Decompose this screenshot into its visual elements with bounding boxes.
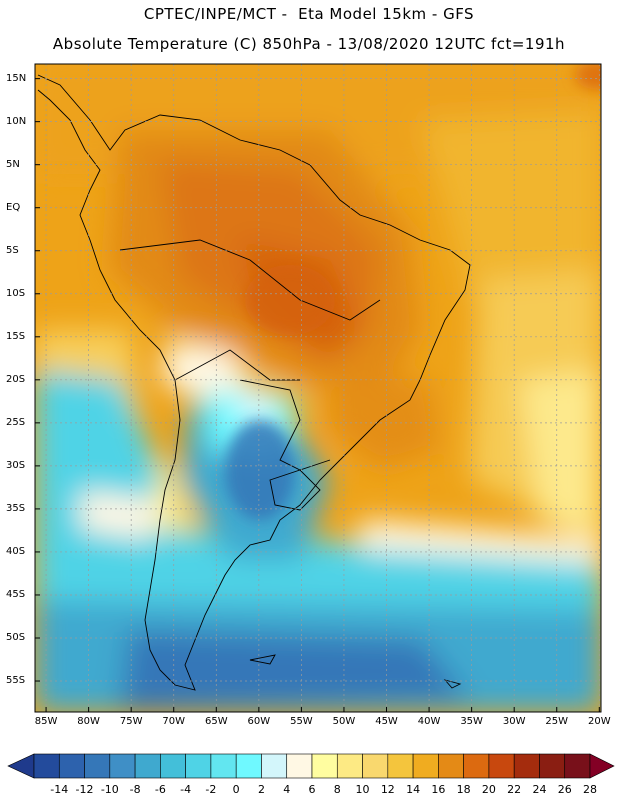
coastlines xyxy=(37,74,471,691)
colorbar-label: 26 xyxy=(557,783,572,796)
colorbar-label: 14 xyxy=(406,783,421,796)
colorbar-label: 2 xyxy=(257,783,265,796)
colorbar-box xyxy=(185,753,212,779)
colorbar-label: 6 xyxy=(308,783,316,796)
lat-label: 40S xyxy=(6,545,26,557)
lat-label: 55S xyxy=(6,675,26,687)
lon-label: 25W xyxy=(545,716,569,727)
temperature-field xyxy=(35,64,601,712)
colorbar-box xyxy=(438,753,464,779)
lon-label: 30W xyxy=(502,716,526,727)
lon-label: 55W xyxy=(290,716,313,727)
colorbar-label: -4 xyxy=(180,783,192,796)
colorbar-label: 20 xyxy=(481,783,496,796)
colorbar-box xyxy=(160,753,186,779)
colorbar-label: -12 xyxy=(75,783,94,796)
colorbar-box xyxy=(84,753,111,779)
colorbar-label: -10 xyxy=(100,783,119,796)
lat-label: EQ xyxy=(6,201,21,213)
colorbar-box xyxy=(362,753,389,779)
lon-label: 35W xyxy=(460,716,483,727)
lat-label: 25S xyxy=(6,416,26,428)
colorbar-box xyxy=(33,753,60,779)
lat-label: 45S xyxy=(6,588,26,600)
colorbar-box xyxy=(336,753,363,779)
colorbar-box xyxy=(134,753,161,779)
colorbar-box xyxy=(109,753,136,779)
title-line-1: CPTEC/INPE/MCT - Eta Model 15km - GFS xyxy=(143,5,475,23)
lat-label: 20S xyxy=(6,373,26,385)
colorbar-box xyxy=(210,753,237,779)
colorbar-box xyxy=(261,753,288,779)
lat-label: 10N xyxy=(6,115,27,127)
lat-label: 50S xyxy=(6,631,26,643)
lat-label: 5N xyxy=(6,158,20,170)
colorbar-box xyxy=(311,753,338,779)
lon-label: 75W xyxy=(119,716,143,727)
colorbar-label: 24 xyxy=(532,783,547,796)
colorbar-box xyxy=(463,753,490,779)
title-line-2: Absolute Temperature (C) 850hPa - 13/08/… xyxy=(52,35,566,53)
lon-label: 50W xyxy=(332,716,356,727)
colorbar-box xyxy=(412,753,439,779)
colorbar-box xyxy=(488,753,515,779)
lon-label: 80W xyxy=(77,716,100,727)
lat-label: 30S xyxy=(6,459,26,471)
lat-lon-grid xyxy=(35,64,601,712)
colorbar-label: 10 xyxy=(355,783,370,796)
lon-label: 60W xyxy=(247,716,271,727)
colorbar-box xyxy=(58,753,85,779)
lon-label: 20W xyxy=(587,716,611,727)
colorbar-label: 16 xyxy=(431,783,446,796)
lon-label: 85W xyxy=(34,716,58,727)
colorbar-label: 18 xyxy=(456,783,471,796)
colorbar-label: 0 xyxy=(232,783,240,796)
colorbar-label: -6 xyxy=(154,783,166,796)
colorbar-label: -2 xyxy=(205,783,217,796)
colorbar-label: -8 xyxy=(129,783,141,796)
lon-label: 45W xyxy=(375,716,398,727)
plot-frame xyxy=(34,63,602,713)
colorbar-label: 8 xyxy=(333,783,341,796)
colorbar-box xyxy=(539,753,566,779)
lat-label: 35S xyxy=(6,502,26,514)
lon-label: 40W xyxy=(417,716,441,727)
colorbar-label: -14 xyxy=(50,783,69,796)
axis-ticks xyxy=(35,78,600,712)
lat-label: 5S xyxy=(6,244,19,256)
lon-label: 65W xyxy=(204,716,228,727)
colorbar-low-arrow xyxy=(7,753,35,779)
lat-label: 15N xyxy=(6,72,27,84)
colorbar xyxy=(7,753,615,779)
colorbar-label: 4 xyxy=(283,783,291,796)
colorbar-label: 28 xyxy=(583,783,597,796)
colorbar-box xyxy=(235,753,262,779)
colorbar-box xyxy=(513,753,540,779)
colorbar-label: 22 xyxy=(507,783,522,796)
lat-label: 10S xyxy=(6,287,26,299)
colorbar-box xyxy=(286,753,313,779)
colorbar-high-arrow xyxy=(589,753,615,779)
colorbar-box xyxy=(564,753,591,779)
lat-label: 15S xyxy=(6,330,26,342)
colorbar-label: 12 xyxy=(380,783,395,796)
colorbar-box xyxy=(387,753,414,779)
lon-label: 70W xyxy=(162,716,186,727)
